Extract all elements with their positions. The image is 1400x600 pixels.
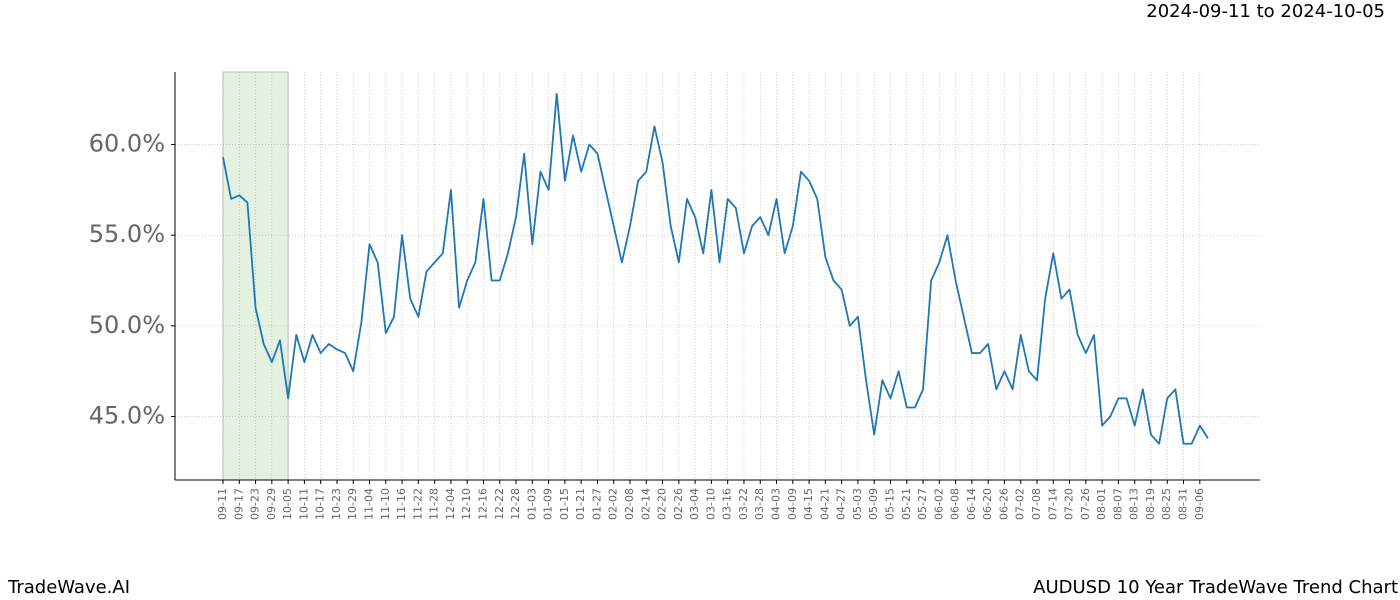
x-tick-label: 07-08 <box>1030 488 1043 520</box>
brand: TradeWave.AI <box>7 577 130 598</box>
x-tick-label: 12-04 <box>444 488 457 520</box>
x-tick-label: 02-08 <box>623 488 636 520</box>
x-tick-label: 04-15 <box>802 488 815 520</box>
x-tick-label: 11-22 <box>411 488 424 520</box>
x-tick-label: 07-26 <box>1079 488 1092 520</box>
x-tick-label: 03-16 <box>721 488 734 520</box>
x-tick-label: 09-11 <box>216 488 229 520</box>
x-tick-label: 12-10 <box>460 488 473 520</box>
x-tick-label: 10-11 <box>297 488 310 520</box>
x-tick-label: 06-20 <box>981 488 994 520</box>
x-tick-label: 09-06 <box>1193 488 1206 520</box>
x-tick-label: 05-09 <box>867 488 880 520</box>
x-tick-label: 05-03 <box>851 488 864 520</box>
x-tick-label: 02-26 <box>672 488 685 520</box>
x-tick-label: 08-19 <box>1144 488 1157 520</box>
x-tick-label: 01-27 <box>590 488 603 520</box>
x-tick-label: 03-10 <box>704 488 717 520</box>
x-tick-label: 04-27 <box>835 488 848 520</box>
x-tick-label: 08-31 <box>1177 488 1190 520</box>
x-tick-label: 12-22 <box>493 488 506 520</box>
x-tick-label: 09-29 <box>265 488 278 520</box>
x-tick-label: 12-16 <box>476 488 489 520</box>
x-tick-label: 11-16 <box>395 488 408 520</box>
x-tick-label: 06-02 <box>932 488 945 520</box>
y-tick-label: 50.0% <box>89 311 165 339</box>
x-tick-label: 08-25 <box>1160 488 1173 520</box>
y-tick-label: 60.0% <box>89 130 165 158</box>
x-tick-label: 08-13 <box>1128 488 1141 520</box>
x-tick-label: 03-22 <box>737 488 750 520</box>
x-tick-label: 05-27 <box>916 488 929 520</box>
date-range: 2024-09-11 to 2024-10-05 <box>1146 1 1385 22</box>
x-tick-label: 10-17 <box>314 488 327 520</box>
x-tick-label: 11-10 <box>379 488 392 520</box>
x-tick-label: 06-14 <box>965 488 978 520</box>
x-tick-label: 05-21 <box>900 488 913 520</box>
x-tick-label: 04-03 <box>770 488 783 520</box>
x-tick-label: 10-29 <box>346 488 359 520</box>
y-tick-label: 55.0% <box>89 220 165 248</box>
x-tick-label: 07-02 <box>1014 488 1027 520</box>
x-tick-label: 08-01 <box>1095 488 1108 520</box>
x-tick-label: 04-09 <box>786 488 799 520</box>
x-tick-label: 01-21 <box>574 488 587 520</box>
chart-caption: AUDUSD 10 Year TradeWave Trend Chart <box>1033 577 1398 598</box>
x-tick-label: 02-20 <box>656 488 669 520</box>
x-tick-label: 04-21 <box>818 488 831 520</box>
trend-line <box>222 92 1209 445</box>
x-tick-label: 02-14 <box>639 488 652 520</box>
x-tick-label: 11-04 <box>363 488 376 520</box>
x-tick-label: 01-03 <box>525 488 538 520</box>
x-tick-label: 07-14 <box>1046 488 1059 520</box>
x-tick-label: 06-08 <box>949 488 962 520</box>
y-tick-label: 45.0% <box>89 402 165 430</box>
x-tick-label: 08-07 <box>1111 488 1124 520</box>
x-tick-label: 10-23 <box>330 488 343 520</box>
x-tick-label: 03-04 <box>688 488 701 520</box>
x-tick-label: 12-28 <box>509 488 522 520</box>
x-tick-label: 07-20 <box>1063 488 1076 520</box>
x-tick-label: 06-26 <box>997 488 1010 520</box>
x-tick-label: 01-15 <box>558 488 571 520</box>
x-tick-label: 11-28 <box>428 488 441 520</box>
x-tick-label: 09-23 <box>249 488 262 520</box>
x-tick-label: 10-05 <box>281 488 294 520</box>
x-tick-label: 09-17 <box>232 488 245 520</box>
x-tick-label: 05-15 <box>883 488 896 520</box>
x-tick-label: 01-09 <box>542 488 555 520</box>
x-tick-label: 03-28 <box>753 488 766 520</box>
x-tick-label: 02-02 <box>607 488 620 520</box>
